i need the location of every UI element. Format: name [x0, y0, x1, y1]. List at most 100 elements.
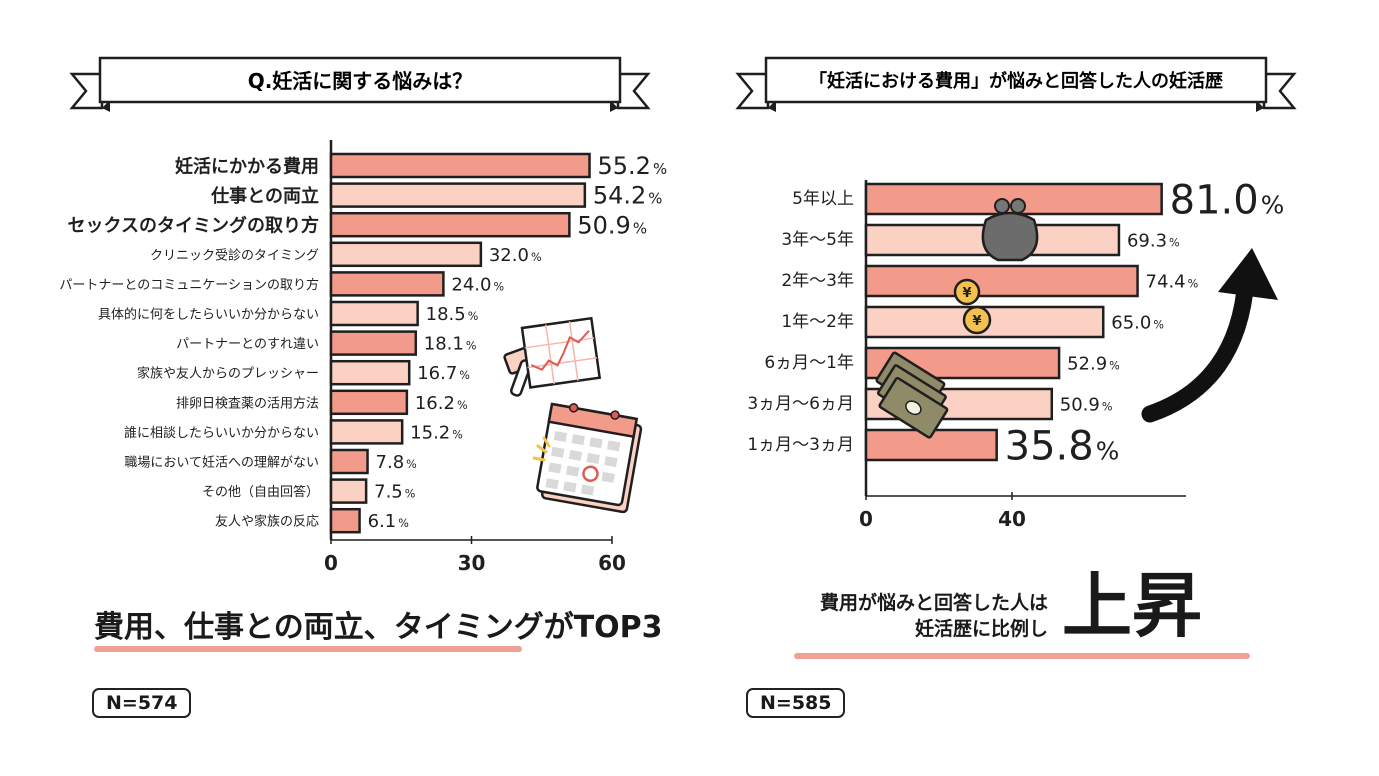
value-label: 50.9% [1060, 394, 1113, 415]
x-tick-label: 40 [998, 507, 1026, 531]
value-number: 7.8 [376, 452, 405, 473]
category-label: セックスのタイミングの取り方 [68, 215, 319, 237]
value-label: 69.3% [1127, 230, 1180, 251]
value-number: 32.0 [489, 245, 529, 266]
left-chart-svg: Q.妊活に関する悩みは？ 妊活にかかる費用 55.2 % 仕事との両立 54.2 % セック… [59, 56, 667, 575]
bar [329, 211, 571, 238]
value-label: 6.1% [368, 511, 409, 532]
category-label: 妊活にかかる費用 [175, 156, 319, 178]
value-unit: % [466, 340, 477, 353]
left-headline-underline [94, 646, 522, 652]
category-label: 家族や友人からのプレッシャー [137, 366, 319, 382]
value-label: 16.2% [415, 393, 468, 414]
x-tick-label: 60 [598, 551, 626, 575]
value-label: 50.9% [577, 211, 647, 239]
category-label: 友人や家族の反応 [215, 514, 319, 530]
value-number: 74.4 [1146, 271, 1186, 292]
left-title-ribbon: Q.妊活に関する悩みは？ [69, 56, 651, 112]
category-label: 3ヵ月〜6ヵ月 [747, 394, 854, 414]
value-label: 65.0% [1111, 312, 1164, 333]
value-number: 18.5 [426, 304, 466, 325]
svg-text:¥: ¥ [972, 314, 981, 329]
calendar-icon [536, 402, 643, 514]
value-label: 16.7% [417, 363, 470, 384]
bar [329, 389, 409, 416]
value-number: 50.9 [1060, 394, 1100, 415]
value-unit: % [1109, 359, 1120, 372]
value-unit: % [653, 160, 667, 178]
category-label: その他（自由回答） [202, 484, 319, 500]
value-label: 18.5% [426, 304, 479, 325]
right-big-word: 上昇 [1062, 565, 1202, 647]
x-tick-label: 0 [859, 507, 873, 531]
right-chart-title: 「妊活における費用」が悩みと回答した人の妊活歴 [809, 70, 1223, 92]
category-label: 1ヵ月〜3ヵ月 [747, 435, 854, 455]
yen-coin-icon: ¥ ¥ [953, 278, 992, 335]
bar [329, 448, 369, 475]
value-label: 7.8% [376, 452, 417, 473]
coin-purse-icon [981, 198, 1039, 262]
category-label: 3年〜5年 [781, 230, 854, 250]
value-number: 55.2 [598, 152, 651, 180]
left-chart-title: Q.妊活に関する悩みは？ [248, 69, 473, 93]
value-unit: % [1261, 190, 1285, 219]
right-caption: 費用が悩みと回答した人は 妊活歴に比例し [798, 590, 1048, 642]
value-label: 52.9% [1067, 353, 1120, 374]
right-caption-line-2: 妊活歴に比例し [914, 618, 1048, 640]
value-unit: % [1153, 318, 1164, 331]
bar [329, 182, 587, 208]
value-number: 16.7 [417, 363, 457, 384]
value-number: 50.9 [577, 211, 630, 239]
category-label: パートナーとのすれ違い [176, 337, 319, 352]
category-label: 6ヵ月〜1年 [764, 353, 854, 373]
banknotes-icon [875, 351, 949, 439]
category-label: 職場において妊活への理解がない [124, 456, 319, 471]
right-tick-labels: 0 40 [859, 492, 1026, 531]
value-label: 81.0% [1170, 177, 1285, 223]
value-number: 24.0 [451, 274, 491, 295]
category-label: 誰に相談したらいいか分からない [124, 425, 319, 441]
category-label: 排卵日検査薬の活用方法 [176, 395, 319, 411]
value-number: 16.2 [415, 393, 455, 414]
bar [329, 241, 483, 268]
category-label: 具体的に何をしたらいいか分からない [98, 307, 319, 323]
right-title-ribbon: 「妊活における費用」が悩みと回答した人の妊活歴 [735, 56, 1297, 112]
value-unit: % [406, 458, 417, 471]
x-tick-label: 30 [458, 551, 486, 575]
value-unit: % [531, 251, 542, 264]
value-number: 52.9 [1067, 353, 1107, 374]
value-unit: % [1096, 436, 1120, 465]
category-label: クリニック受診のタイミング [150, 247, 319, 263]
sparkle-icon [532, 436, 551, 462]
value-number: 54.2 [593, 182, 646, 210]
bar [329, 330, 418, 356]
left-sample-size: N=574 [92, 688, 192, 718]
category-label: 2年〜3年 [781, 271, 854, 291]
value-unit: % [457, 399, 468, 412]
value-unit: % [468, 310, 479, 323]
value-unit: % [1169, 236, 1180, 249]
value-label: 24.0% [451, 274, 504, 295]
left-headline: 費用、仕事との両立、タイミングがTOP3 [94, 610, 663, 645]
bar [329, 419, 404, 445]
bar [329, 507, 361, 534]
value-label: 32.0% [489, 245, 542, 266]
value-number: 15.2 [410, 422, 450, 443]
bar [329, 478, 368, 504]
value-number: 7.5 [374, 482, 403, 503]
left-tick-labels: 0 30 60 [324, 536, 626, 575]
value-unit: % [493, 280, 504, 293]
value-number: 65.0 [1111, 312, 1151, 333]
right-caption-line-1: 費用が悩みと回答した人は [819, 592, 1048, 614]
value-unit: % [648, 190, 662, 208]
svg-text:¥: ¥ [962, 286, 971, 301]
value-unit: % [405, 488, 416, 501]
x-tick-label: 0 [324, 551, 338, 575]
value-number: 69.3 [1127, 230, 1167, 251]
value-number: 81.0 [1170, 177, 1259, 223]
right-underline [794, 653, 1250, 659]
value-unit: % [452, 428, 463, 441]
value-unit: % [398, 517, 409, 530]
ovulation-chart-icon [520, 316, 602, 389]
value-label: 18.1% [424, 334, 477, 355]
